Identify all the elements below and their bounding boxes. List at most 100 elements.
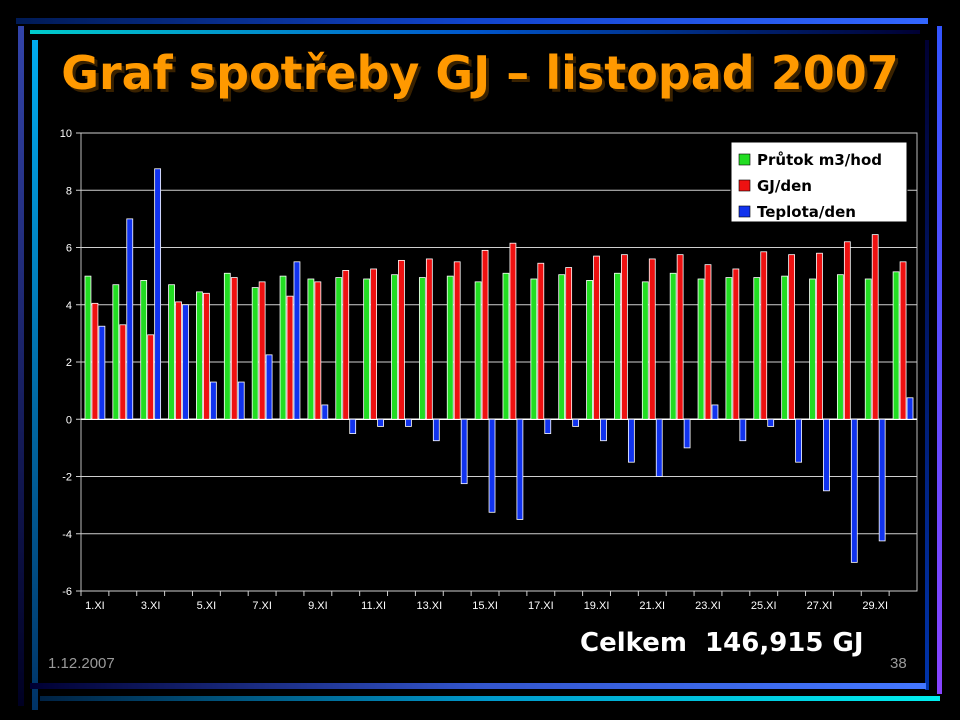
bar-teplota xyxy=(405,418,412,427)
y-tick-label: -2 xyxy=(62,472,72,484)
bar-teplota xyxy=(154,168,162,420)
legend-label: Průtok m3/hod xyxy=(757,151,882,169)
x-tick-label: 25.XI xyxy=(751,600,777,612)
bar-teplota xyxy=(823,418,830,492)
y-tick-label: 10 xyxy=(60,128,72,140)
bar-prutok xyxy=(502,272,510,420)
y-tick-label: 2 xyxy=(66,357,72,369)
bar-gj xyxy=(621,254,628,420)
x-tick-label: 21.XI xyxy=(639,600,665,612)
bar-teplota xyxy=(878,418,886,542)
frame-right-line-2 xyxy=(925,40,929,690)
bar-gj xyxy=(537,262,545,420)
bar-chart: -6 -4 -2 0 2 4 6 8 10 1.XI 3.XI 5.XI 7.XI 9.XI 11.XI 13… xyxy=(60,128,918,612)
bar-prutok xyxy=(781,275,789,420)
bar-gj xyxy=(203,292,210,420)
x-tick-label: 17.XI xyxy=(528,600,554,612)
bar-teplota xyxy=(349,418,357,434)
x-tick-label: 3.XI xyxy=(141,600,161,612)
bar-teplota xyxy=(544,418,552,434)
bar-gj xyxy=(843,241,851,420)
frame-left-line xyxy=(18,26,24,706)
y-tick-label: 8 xyxy=(66,185,72,197)
bar-gj xyxy=(760,251,768,420)
legend-swatch xyxy=(738,153,751,166)
x-tick-label: 13.XI xyxy=(416,600,442,612)
y-tick-label: 4 xyxy=(66,300,72,312)
frame-bottom-line-2 xyxy=(40,696,940,701)
bar-prutok xyxy=(84,275,92,420)
bar-teplota xyxy=(906,397,914,420)
bar-gj xyxy=(481,249,489,420)
legend-label: GJ/den xyxy=(757,177,812,195)
x-tick-label: 7.XI xyxy=(252,600,272,612)
bar-gj xyxy=(147,334,155,420)
chart-area: -6 -4 -2 0 2 4 6 8 10 1.XI 3.XI 5.XI 7.XI 9.XI 11.XI 13… xyxy=(39,122,923,623)
bar-teplota xyxy=(126,218,134,420)
frame-bottom-line xyxy=(30,683,926,689)
bar-gj xyxy=(871,234,879,420)
x-tick-label: 19.XI xyxy=(584,600,610,612)
bar-teplota xyxy=(850,418,858,563)
bar-prutok xyxy=(725,277,733,420)
bar-teplota xyxy=(627,418,635,463)
legend-box xyxy=(730,141,908,223)
bar-teplota xyxy=(377,418,384,427)
bar-prutok xyxy=(641,281,649,420)
legend-label: Teplota/den xyxy=(757,203,856,221)
bar-teplota xyxy=(739,418,747,442)
bar-teplota xyxy=(683,418,691,449)
bar-teplota xyxy=(711,404,719,420)
bar-prutok xyxy=(864,278,872,420)
bar-prutok xyxy=(196,291,203,420)
bar-prutok xyxy=(614,272,621,420)
bar-prutok xyxy=(223,272,231,420)
frame-left-line-2 xyxy=(32,40,38,710)
bar-gj xyxy=(676,254,684,420)
total-label: Celkem 146,915 GJ xyxy=(580,628,864,658)
x-tick-label: 11.XI xyxy=(361,600,386,612)
bar-prutok xyxy=(418,277,426,420)
bar-prutok xyxy=(586,280,593,420)
bar-prutok xyxy=(335,277,343,420)
y-tick-label: -4 xyxy=(62,529,72,541)
bar-teplota xyxy=(488,418,496,513)
bar-prutok xyxy=(307,278,315,420)
bar-gj xyxy=(732,268,740,420)
bar-prutok xyxy=(697,278,705,420)
y-tick-label: 0 xyxy=(66,414,72,426)
bar-prutok xyxy=(558,274,566,420)
slide-title: Graf spotřeby GJ – listopad 2007 xyxy=(61,46,899,100)
legend-swatch xyxy=(738,205,751,218)
bar-teplota xyxy=(572,418,580,427)
bar-teplota xyxy=(321,404,329,420)
bar-prutok xyxy=(836,274,844,420)
bar-prutok xyxy=(168,284,175,420)
bar-teplota xyxy=(265,354,273,420)
bar-prutok xyxy=(251,287,259,420)
bar-gj xyxy=(370,268,377,420)
bar-gj xyxy=(565,267,573,420)
bar-prutok xyxy=(809,278,816,420)
bar-gj xyxy=(119,324,127,420)
bar-teplota xyxy=(460,418,468,485)
x-tick-label: 5.XI xyxy=(197,600,217,612)
bar-gj xyxy=(593,255,600,420)
bar-gj xyxy=(230,277,238,420)
bar-gj xyxy=(175,301,182,420)
bar-prutok xyxy=(669,272,677,420)
bar-teplota xyxy=(209,381,217,420)
bar-teplota xyxy=(293,261,301,420)
bar-teplota xyxy=(655,418,663,477)
bar-prutok xyxy=(892,271,900,420)
bar-teplota xyxy=(600,418,607,442)
bar-gj xyxy=(425,258,433,420)
bar-gj xyxy=(788,254,795,420)
bar-teplota xyxy=(795,418,802,463)
bar-gj xyxy=(398,259,405,420)
bar-teplota xyxy=(432,418,440,442)
bar-teplota xyxy=(516,418,524,520)
bar-gj xyxy=(816,252,823,420)
y-tick-label: 6 xyxy=(66,243,72,255)
frame-right-line xyxy=(937,26,942,694)
